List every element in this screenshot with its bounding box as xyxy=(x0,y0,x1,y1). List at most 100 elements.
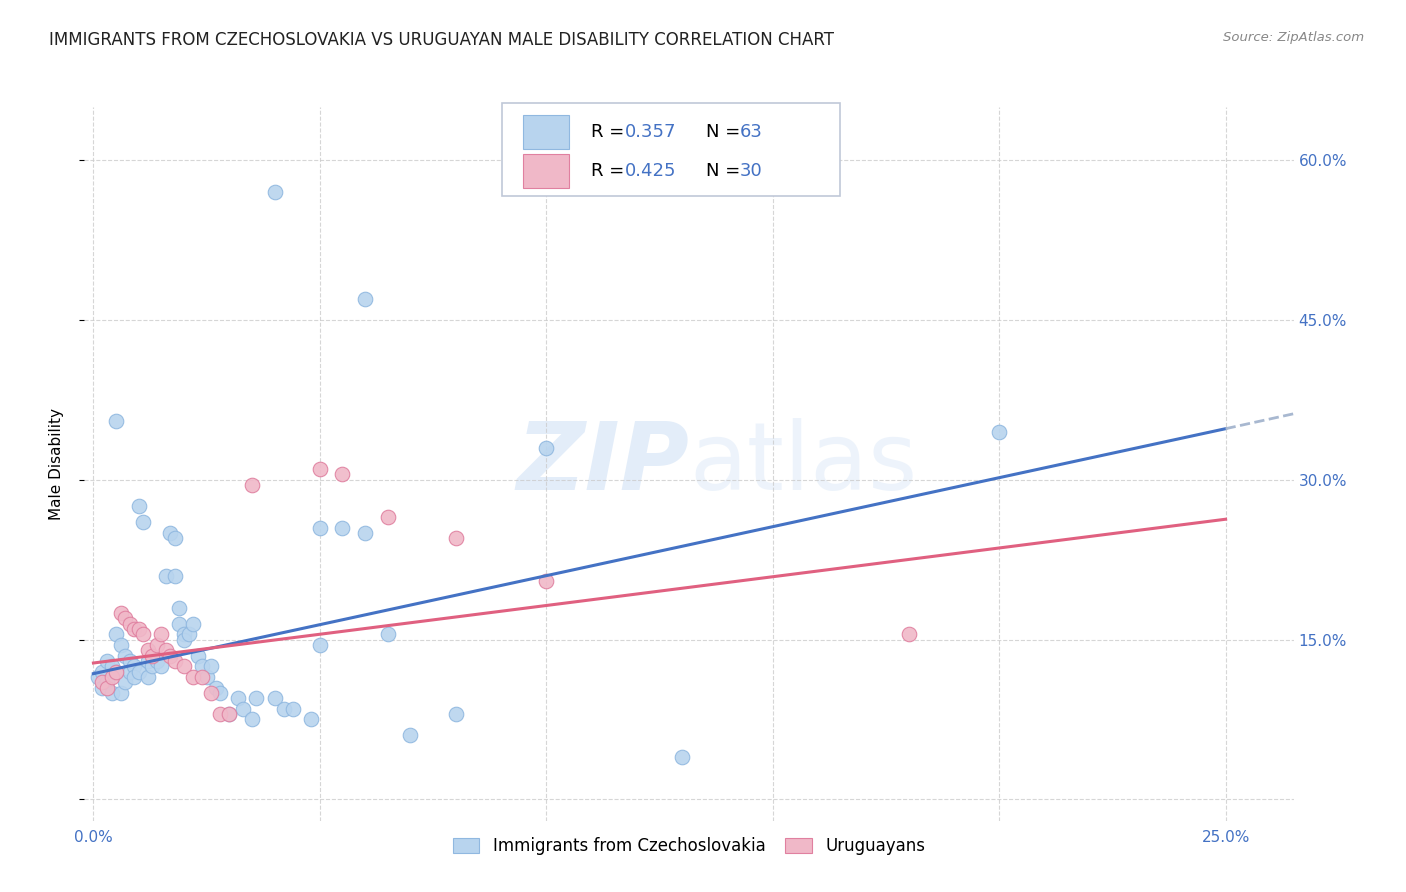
Text: 30: 30 xyxy=(740,162,762,180)
Point xyxy=(228,691,250,706)
Point xyxy=(191,659,214,673)
Point xyxy=(299,713,322,727)
Point xyxy=(308,638,330,652)
Point xyxy=(128,500,150,514)
Point xyxy=(377,627,399,641)
Point xyxy=(141,648,163,663)
Point xyxy=(181,616,204,631)
Point xyxy=(897,627,920,641)
Point xyxy=(146,638,169,652)
Point xyxy=(96,681,118,695)
Point xyxy=(96,675,118,690)
Text: N =: N = xyxy=(706,123,745,141)
Point xyxy=(105,665,128,679)
Point xyxy=(105,414,128,428)
Point xyxy=(132,516,155,530)
Text: Source: ZipAtlas.com: Source: ZipAtlas.com xyxy=(1223,31,1364,45)
Point xyxy=(191,670,214,684)
Point xyxy=(195,670,218,684)
Point xyxy=(132,627,155,641)
Point xyxy=(136,670,159,684)
Point xyxy=(332,467,354,482)
Point xyxy=(136,654,159,668)
Point xyxy=(273,702,295,716)
Point xyxy=(988,425,1011,439)
Text: R =: R = xyxy=(591,123,630,141)
Point xyxy=(444,707,467,722)
Point xyxy=(163,568,186,582)
Point xyxy=(354,292,377,306)
Text: ZIP: ZIP xyxy=(516,417,689,510)
Point xyxy=(173,659,195,673)
Text: IMMIGRANTS FROM CZECHOSLOVAKIA VS URUGUAYAN MALE DISABILITY CORRELATION CHART: IMMIGRANTS FROM CZECHOSLOVAKIA VS URUGUA… xyxy=(49,31,834,49)
Point xyxy=(150,659,173,673)
Point xyxy=(218,707,240,722)
Point xyxy=(173,632,195,647)
Point xyxy=(240,478,263,492)
Point xyxy=(200,659,222,673)
Point xyxy=(173,627,195,641)
Point xyxy=(399,728,422,742)
Point xyxy=(136,643,159,657)
Point xyxy=(96,654,118,668)
Text: atlas: atlas xyxy=(689,417,917,510)
Bar xyxy=(523,115,569,149)
Point xyxy=(128,665,150,679)
Point xyxy=(536,441,558,455)
Text: 63: 63 xyxy=(740,123,762,141)
Point xyxy=(150,627,173,641)
Point xyxy=(155,643,177,657)
Point xyxy=(245,691,267,706)
Point xyxy=(240,713,263,727)
Point xyxy=(163,654,186,668)
Text: N =: N = xyxy=(706,162,745,180)
Point xyxy=(91,665,114,679)
FancyBboxPatch shape xyxy=(502,103,841,196)
Point xyxy=(281,702,304,716)
Point xyxy=(263,186,285,200)
Point xyxy=(169,600,191,615)
Point xyxy=(114,675,136,690)
Point xyxy=(118,654,141,668)
Point xyxy=(122,670,145,684)
Point xyxy=(354,526,377,541)
Point xyxy=(209,686,232,700)
Point xyxy=(163,532,186,546)
Y-axis label: Male Disability: Male Disability xyxy=(49,408,63,520)
Point xyxy=(671,749,693,764)
Point xyxy=(100,659,122,673)
Point xyxy=(169,616,191,631)
Point xyxy=(118,665,141,679)
Point xyxy=(128,622,150,636)
Point xyxy=(263,691,285,706)
Text: R =: R = xyxy=(591,162,630,180)
Point xyxy=(91,681,114,695)
Point xyxy=(187,648,209,663)
Point xyxy=(377,510,399,524)
Point xyxy=(146,654,169,668)
Point xyxy=(110,638,132,652)
Point xyxy=(232,702,254,716)
Point xyxy=(118,616,141,631)
Point xyxy=(200,686,222,700)
Point xyxy=(159,648,181,663)
Point xyxy=(209,707,232,722)
Point xyxy=(110,686,132,700)
Text: 0.425: 0.425 xyxy=(624,162,676,180)
Text: 0.357: 0.357 xyxy=(624,123,676,141)
Point xyxy=(444,532,467,546)
Point xyxy=(100,670,122,684)
Point xyxy=(308,462,330,476)
Point xyxy=(87,670,110,684)
Point xyxy=(105,627,128,641)
Point xyxy=(155,568,177,582)
Bar xyxy=(523,154,569,188)
Point xyxy=(177,627,200,641)
Point xyxy=(204,681,226,695)
Legend: Immigrants from Czechoslovakia, Uruguayans: Immigrants from Czechoslovakia, Uruguaya… xyxy=(444,829,934,863)
Point xyxy=(308,521,330,535)
Point xyxy=(91,675,114,690)
Point xyxy=(110,606,132,620)
Point xyxy=(114,648,136,663)
Point xyxy=(122,659,145,673)
